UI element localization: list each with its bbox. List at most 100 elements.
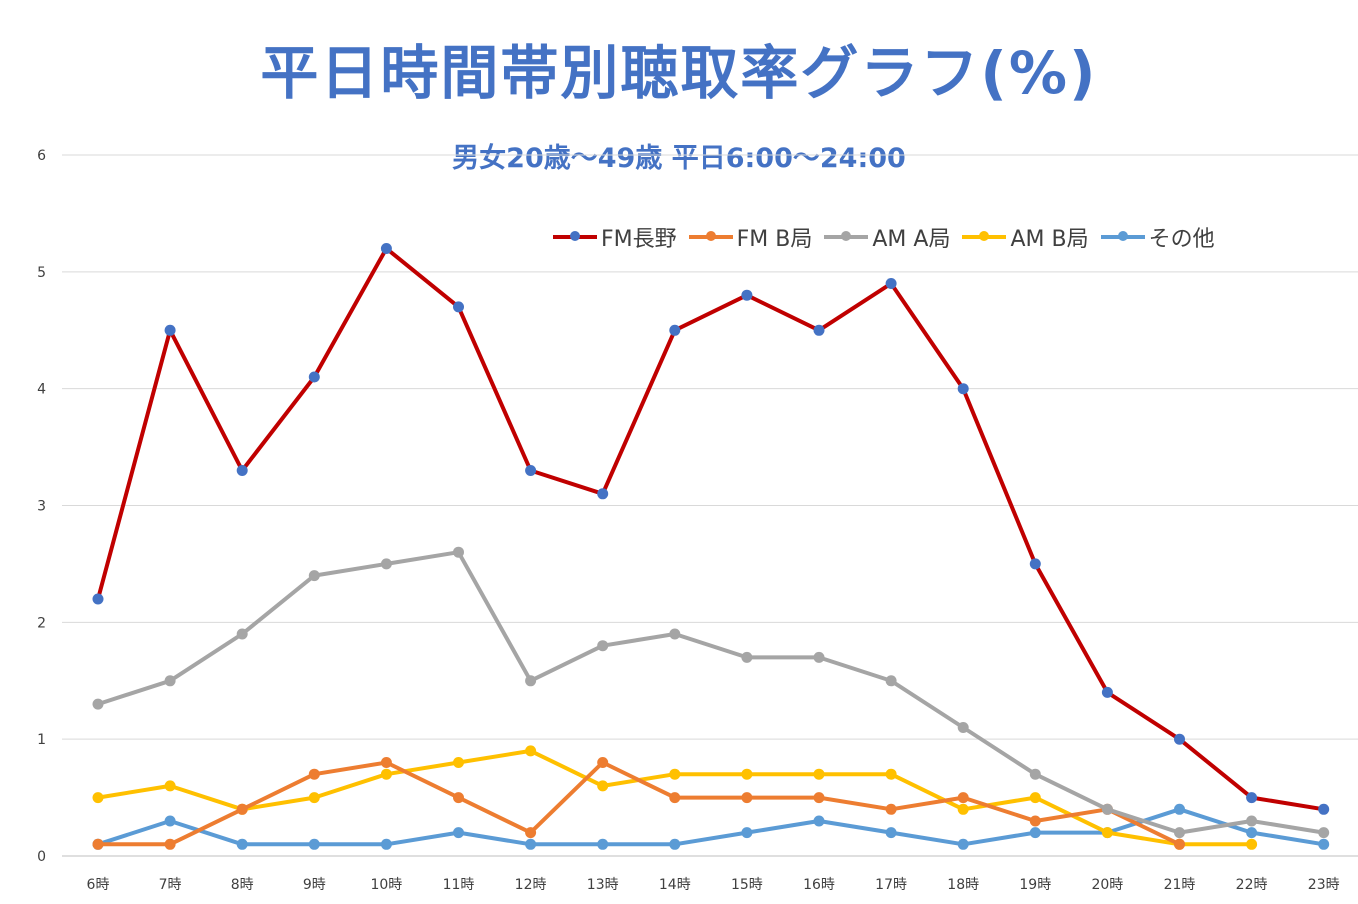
data-point	[380, 757, 392, 768]
data-point	[597, 640, 609, 652]
data-point	[1101, 686, 1113, 698]
data-point	[885, 675, 897, 687]
x-tick-label: 20時	[1091, 877, 1123, 893]
data-point	[669, 324, 681, 336]
legend-item: FM B局	[688, 221, 813, 253]
data-point	[1029, 558, 1041, 570]
data-point	[741, 289, 753, 301]
data-point	[885, 768, 897, 780]
legend-marker	[841, 231, 852, 241]
data-point	[1318, 803, 1330, 815]
data-point	[380, 838, 392, 850]
legend-item: その他	[1100, 221, 1215, 253]
data-point	[597, 780, 609, 792]
x-tick-label: 9時	[303, 877, 326, 893]
data-point	[1174, 803, 1185, 815]
y-tick-label: 1	[37, 732, 46, 748]
legend-item: FM長野	[553, 221, 677, 253]
y-tick-label: 4	[37, 382, 46, 398]
data-point	[1101, 803, 1113, 815]
data-point	[597, 488, 609, 500]
data-point	[164, 838, 176, 850]
data-point	[741, 827, 753, 839]
data-point	[164, 675, 176, 687]
x-tick-label: 10時	[370, 877, 402, 893]
data-point	[380, 558, 392, 570]
legend-item: AM B局	[962, 221, 1089, 253]
data-point	[957, 383, 969, 395]
legend-label: AM A局	[872, 227, 951, 252]
x-tick-label: 14時	[659, 877, 691, 893]
legend-swatch	[553, 231, 597, 241]
data-point	[236, 838, 248, 850]
data-point	[92, 792, 104, 804]
series-line-0	[96, 246, 1326, 812]
legend-label: FM B局	[736, 227, 813, 252]
data-point	[164, 324, 176, 336]
data-point	[957, 792, 969, 804]
data-point	[1246, 815, 1258, 827]
data-point	[164, 780, 176, 792]
legend-swatch	[688, 231, 733, 241]
series-line-2	[96, 550, 1326, 835]
data-point	[1318, 838, 1330, 850]
data-point	[885, 278, 897, 289]
y-tick-label: 6	[37, 148, 46, 164]
data-point	[957, 803, 969, 815]
data-point	[92, 698, 104, 710]
x-tick-label: 16時	[803, 877, 835, 893]
legend-swatch	[962, 231, 1007, 241]
data-point	[813, 792, 825, 804]
data-point	[1318, 827, 1330, 839]
data-point	[597, 757, 609, 768]
data-point	[813, 324, 825, 336]
data-point	[308, 792, 320, 804]
series-line-1	[96, 760, 1182, 847]
y-tick-label: 2	[37, 615, 46, 631]
data-point	[525, 827, 537, 839]
data-point	[741, 651, 753, 663]
legend-swatch	[1100, 231, 1145, 241]
legend-label: FM長野	[601, 227, 677, 252]
data-point	[1174, 838, 1185, 850]
data-point	[308, 838, 320, 850]
data-point	[669, 768, 681, 780]
data-point	[453, 757, 464, 768]
data-point	[525, 745, 537, 757]
data-point	[380, 243, 392, 254]
legend-marker	[705, 231, 716, 241]
x-tick-label: 19時	[1019, 877, 1051, 893]
chart-subtitle: 男女20歳～49歳 平日6:00～24:00	[452, 143, 906, 174]
data-point	[669, 792, 681, 804]
data-point	[525, 838, 537, 850]
data-point	[1246, 838, 1258, 850]
legend-label: AM B局	[1010, 227, 1089, 252]
data-point	[380, 768, 392, 780]
x-tick-label: 8時	[231, 877, 254, 893]
x-tick-label: 11時	[443, 877, 475, 893]
y-tick-label: 5	[37, 265, 46, 281]
data-point	[92, 593, 104, 605]
x-tick-label: 17時	[875, 877, 907, 893]
data-point	[525, 675, 537, 687]
data-point	[813, 815, 825, 827]
series-line-4	[96, 807, 1326, 847]
data-point	[669, 628, 681, 640]
data-point	[1029, 827, 1041, 839]
x-tick-label: 22時	[1236, 877, 1268, 893]
y-tick-label: 0	[37, 849, 46, 865]
data-point	[741, 792, 753, 804]
x-tick-label: 12時	[515, 877, 547, 893]
legend-item: AM A局	[824, 221, 950, 253]
data-point	[453, 546, 464, 558]
x-tick-label: 15時	[731, 877, 763, 893]
data-point	[669, 838, 681, 850]
legend-swatch	[824, 231, 869, 241]
data-point	[813, 768, 825, 780]
x-tick-label: 18時	[947, 877, 979, 893]
y-tick-label: 3	[37, 499, 46, 515]
data-point	[813, 651, 825, 663]
data-point	[525, 465, 537, 476]
